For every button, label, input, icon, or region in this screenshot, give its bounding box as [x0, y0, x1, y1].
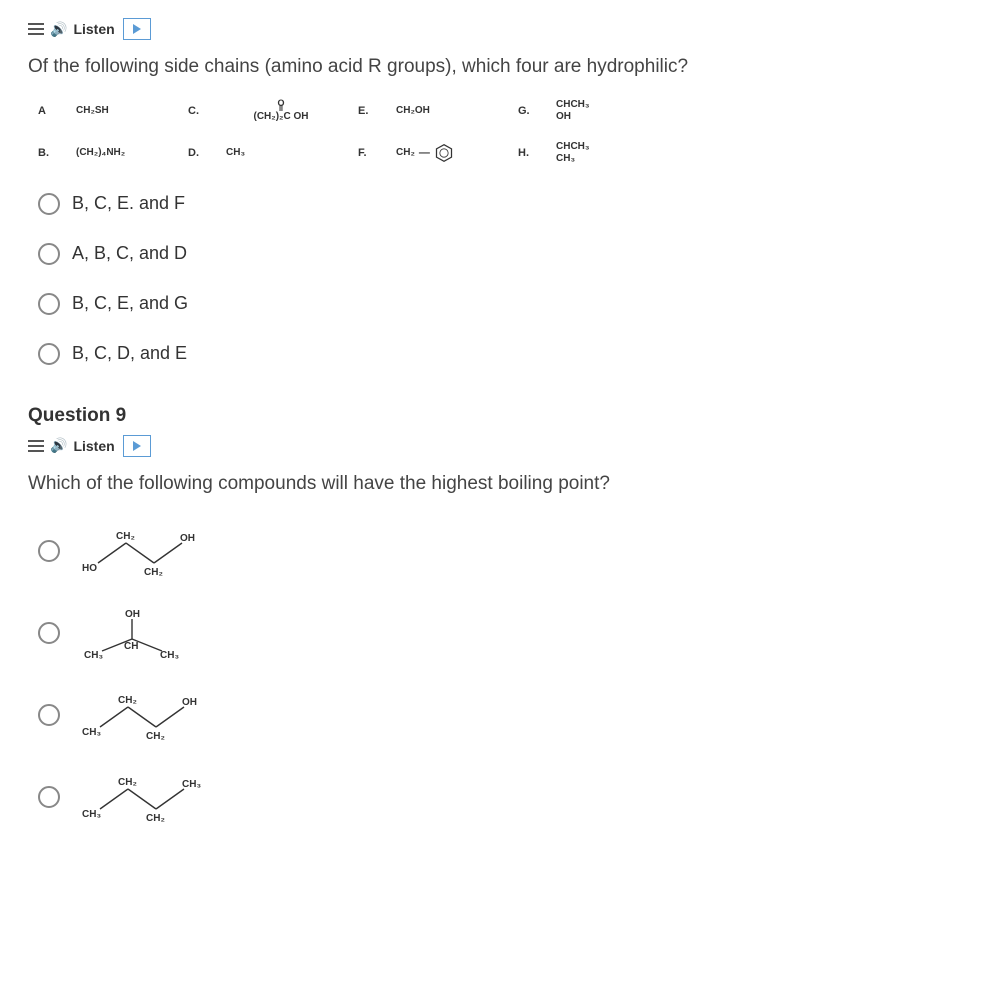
listen-bar: 🔊 Listen	[28, 18, 956, 40]
radio-icon[interactable]	[38, 786, 60, 808]
chain-formula-e: CH₂OH	[396, 105, 496, 116]
mol-a-l1: HO	[82, 563, 97, 574]
molecule-c: CH₃ CH₂ CH₂ OH	[76, 687, 206, 743]
chain-c-body: (CH₂)₂C OH	[254, 112, 309, 122]
option-label: B, C, E. and F	[72, 193, 185, 214]
chain-h-1: CHCH₃	[556, 141, 636, 153]
option-label: B, C, D, and E	[72, 343, 187, 364]
mol-d-l4: CH₃	[182, 779, 201, 790]
listen-bar-2: 🔊 Listen	[28, 435, 956, 457]
q9-option-b[interactable]: OH CH CH₃ CH₃	[38, 605, 956, 661]
chain-formula-c: O ‖ (CH₂)₂C OH	[226, 99, 336, 122]
chain-g-2: OH	[556, 111, 636, 123]
play-icon	[132, 441, 142, 451]
chain-formula-f: CH₂ —	[396, 143, 496, 163]
question-prompt-9: Which of the following compounds will ha…	[28, 471, 956, 498]
chain-h-2: CH₃	[556, 153, 636, 165]
chain-label-a: A	[38, 105, 54, 117]
mol-c-l3: CH₂	[146, 731, 165, 742]
mol-a-l2: CH₂	[116, 531, 135, 542]
mol-a-l4: OH	[180, 533, 195, 544]
speaker-icon: 🔊	[50, 437, 67, 454]
mol-a-l3: CH₂	[144, 567, 163, 578]
menu-icon[interactable]	[28, 22, 44, 36]
question-prompt: Of the following side chains (amino acid…	[28, 54, 956, 81]
molecule-b: OH CH CH₃ CH₃	[76, 605, 206, 661]
option-3[interactable]: B, C, E, and G	[38, 293, 956, 315]
radio-icon[interactable]	[38, 343, 60, 365]
chain-formula-a: CH₂SH	[76, 105, 166, 116]
radio-icon[interactable]	[38, 193, 60, 215]
mol-d-l3: CH₂	[146, 813, 165, 824]
chain-label-d: D.	[188, 147, 204, 159]
option-4[interactable]: B, C, D, and E	[38, 343, 956, 365]
chain-label-c: C.	[188, 105, 204, 117]
mol-b-l3: OH	[125, 609, 140, 620]
mol-b-l4: CH₃	[160, 650, 179, 661]
benzene-icon	[434, 143, 454, 163]
chain-label-e: E.	[358, 105, 374, 117]
q9-option-a[interactable]: HO CH₂ CH₂ OH	[38, 523, 956, 579]
chain-g-1: CHCH₃	[556, 99, 636, 111]
play-button[interactable]	[123, 435, 151, 457]
option-label: B, C, E, and G	[72, 293, 188, 314]
chain-label-h: H.	[518, 147, 534, 159]
chain-label-b: B.	[38, 147, 54, 159]
q9-options: HO CH₂ CH₂ OH OH CH CH₃ CH₃	[38, 523, 956, 825]
mol-c-l4: OH	[182, 697, 197, 708]
radio-icon[interactable]	[38, 540, 60, 562]
chain-formula-b: (CH₂)₄NH₂	[76, 147, 166, 158]
chain-f-ch2: CH₂	[396, 147, 415, 158]
chain-label-g: G.	[518, 105, 534, 117]
play-icon	[132, 24, 142, 34]
q8-options: B, C, E. and F A, B, C, and D B, C, E, a…	[38, 193, 956, 365]
radio-icon[interactable]	[38, 704, 60, 726]
side-chains-grid: A CH₂SH C. O ‖ (CH₂)₂C OH E. CH₂OH G. CH…	[38, 99, 956, 165]
chain-formula-d: CH₃	[226, 147, 336, 158]
speaker-icon: 🔊	[50, 21, 67, 38]
listen-label: Listen	[73, 438, 114, 454]
radio-icon[interactable]	[38, 243, 60, 265]
mol-b-l2: CH	[124, 641, 138, 652]
molecule-d: CH₃ CH₂ CH₂ CH₃	[76, 769, 206, 825]
mol-c-l1: CH₃	[82, 727, 101, 738]
q9-option-c[interactable]: CH₃ CH₂ CH₂ OH	[38, 687, 956, 743]
chain-label-f: F.	[358, 147, 374, 159]
molecule-a: HO CH₂ CH₂ OH	[76, 523, 206, 579]
q9-option-d[interactable]: CH₃ CH₂ CH₂ CH₃	[38, 769, 956, 825]
mol-d-l1: CH₃	[82, 809, 101, 820]
listen-label: Listen	[73, 21, 114, 37]
chain-formula-h: CHCH₃ CH₃	[556, 141, 636, 165]
chain-formula-g: CHCH₃ OH	[556, 99, 636, 123]
mol-b-l1: CH₃	[84, 650, 103, 661]
option-1[interactable]: B, C, E. and F	[38, 193, 956, 215]
option-label: A, B, C, and D	[72, 243, 187, 264]
question-heading: Question 9	[28, 405, 956, 427]
option-2[interactable]: A, B, C, and D	[38, 243, 956, 265]
menu-icon[interactable]	[28, 439, 44, 453]
radio-icon[interactable]	[38, 293, 60, 315]
play-button[interactable]	[123, 18, 151, 40]
mol-c-l2: CH₂	[118, 695, 137, 706]
mol-d-l2: CH₂	[118, 777, 137, 788]
radio-icon[interactable]	[38, 622, 60, 644]
